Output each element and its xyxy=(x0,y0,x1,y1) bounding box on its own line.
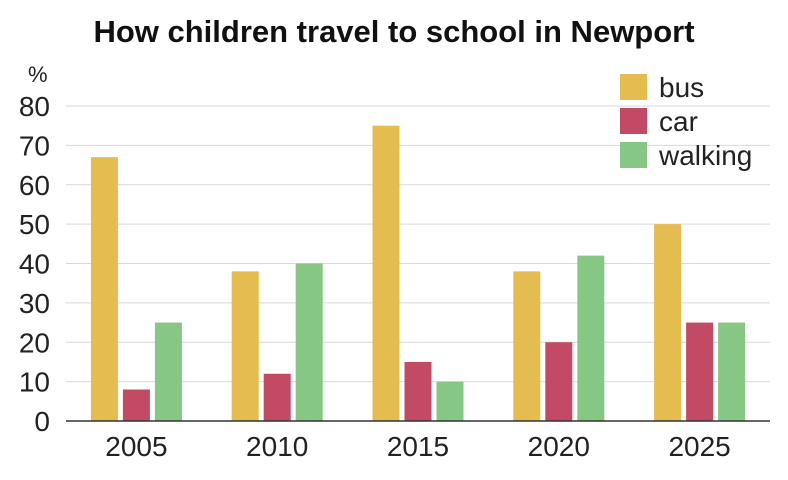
bar-walking-2005 xyxy=(154,322,182,421)
bar-car-2020 xyxy=(545,342,573,421)
x-tick-label: 2010 xyxy=(246,431,308,462)
bar-bus-2005 xyxy=(90,157,118,421)
bar-car-2005 xyxy=(122,389,150,421)
y-tick-label: 40 xyxy=(19,249,50,280)
bar-car-2015 xyxy=(404,361,432,421)
legend-label-bus: bus xyxy=(659,72,704,103)
bar-walking-2015 xyxy=(436,381,464,421)
y-tick-label: 60 xyxy=(19,170,50,201)
y-tick-label: 0 xyxy=(34,406,50,437)
gridlines xyxy=(66,105,770,383)
y-tick-label: 70 xyxy=(19,130,50,161)
legend-swatch-bus xyxy=(620,74,647,100)
bars xyxy=(90,125,746,421)
y-tick-label: 30 xyxy=(19,288,50,319)
bar-car-2025 xyxy=(686,322,714,421)
chart-title: How children travel to school in Newport xyxy=(93,14,694,49)
y-unit-label: % xyxy=(28,62,48,87)
legend-label-car: car xyxy=(659,106,698,137)
x-axis-ticks: 2005 2010 2015 2020 2025 xyxy=(105,431,730,462)
legend-swatch-car xyxy=(620,108,647,134)
y-tick-label: 80 xyxy=(19,91,50,122)
x-tick-label: 2020 xyxy=(528,431,590,462)
bar-bus-2020 xyxy=(513,271,541,421)
x-tick-label: 2005 xyxy=(105,431,167,462)
y-axis-ticks: 0 10 20 30 40 50 60 70 80 xyxy=(19,91,50,437)
bar-bus-2010 xyxy=(231,271,259,421)
x-tick-label: 2025 xyxy=(668,431,730,462)
bar-bus-2025 xyxy=(654,224,682,421)
legend-swatch-walking xyxy=(620,142,647,168)
bar-walking-2010 xyxy=(295,263,323,421)
y-tick-label: 10 xyxy=(19,367,50,398)
x-tick-label: 2015 xyxy=(387,431,449,462)
y-tick-label: 50 xyxy=(19,209,50,240)
bar-walking-2025 xyxy=(718,322,746,421)
bar-walking-2020 xyxy=(577,255,605,421)
y-tick-label: 20 xyxy=(19,327,50,358)
bar-bus-2015 xyxy=(372,125,400,421)
legend-label-walking: walking xyxy=(658,140,752,171)
bar-car-2010 xyxy=(263,373,291,421)
